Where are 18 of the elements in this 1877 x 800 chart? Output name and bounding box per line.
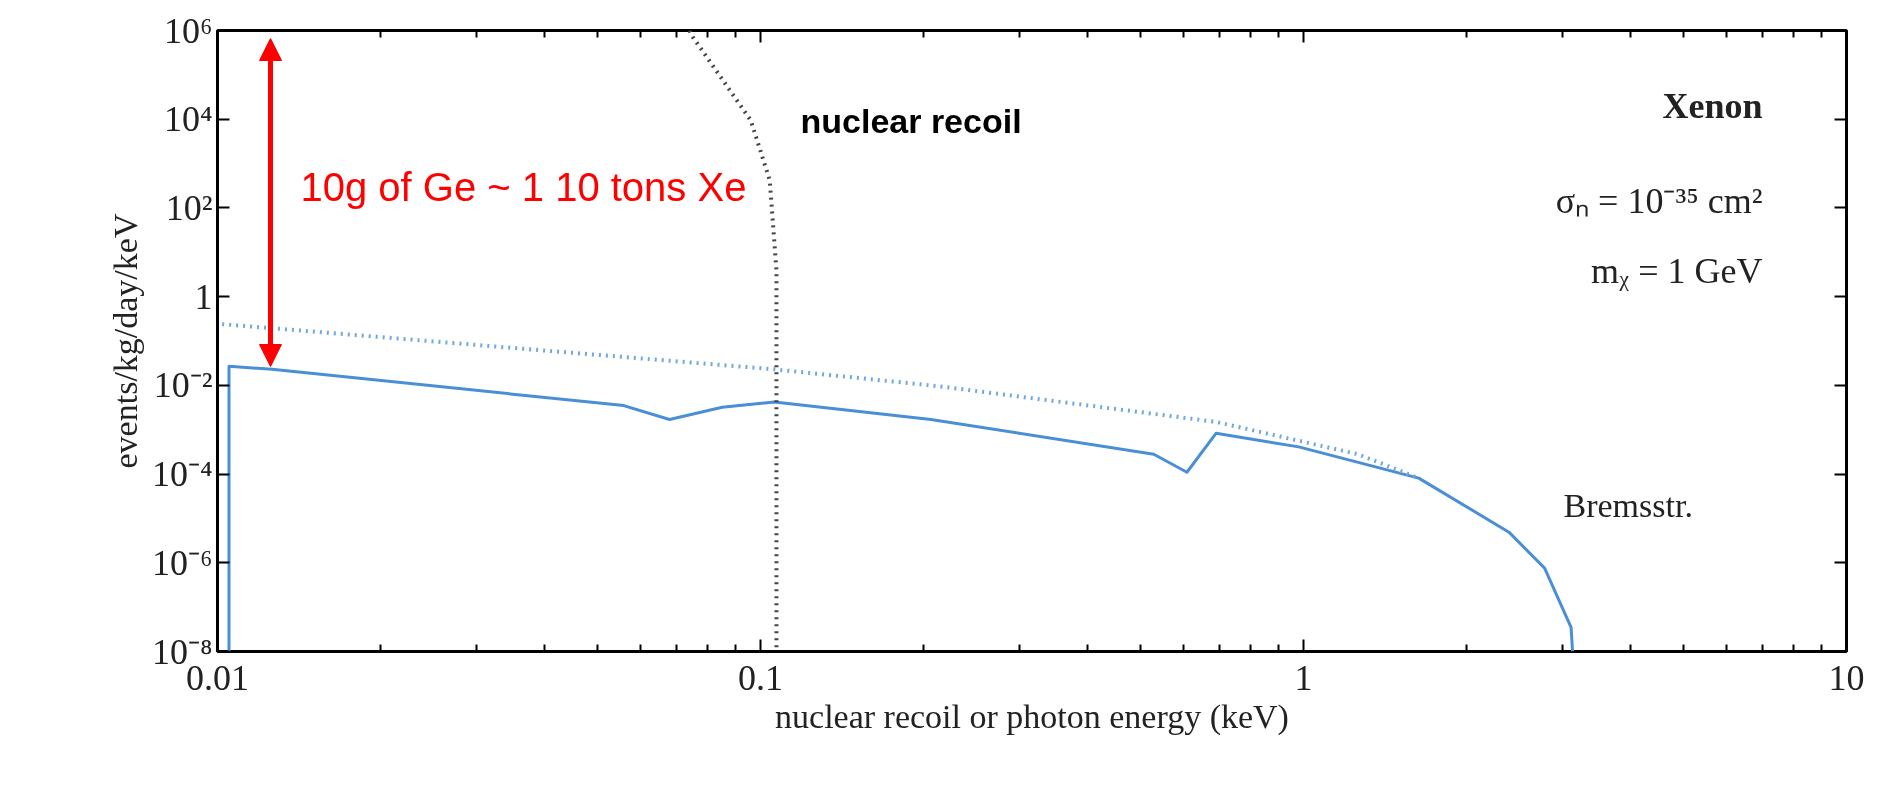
y-axis-title: events/kg/day/keV: [106, 213, 144, 469]
annotation: mᵪ = 1 GeV: [1591, 250, 1763, 291]
y-tick-label: 10⁻²: [153, 365, 213, 406]
y-tick-label: 10²: [165, 187, 213, 228]
annotation: σₙ = 10⁻³⁵ cm²: [1555, 180, 1763, 221]
annotation: Bremsstr.: [1563, 487, 1693, 524]
annotation: nuclear recoil: [800, 101, 1022, 140]
y-tick-label: 10⁴: [163, 99, 213, 140]
y-tick-label: 10⁻⁶: [151, 542, 213, 583]
annotation: 10g of Ge ~ 1 10 tons Xe: [300, 164, 747, 209]
x-axis-title: nuclear recoil or photon energy (keV): [775, 697, 1289, 736]
annotation: Xenon: [1662, 85, 1763, 126]
x-tick-label: 0.1: [738, 657, 783, 698]
x-tick-label: 1: [1294, 657, 1313, 698]
y-tick-label: 10⁻⁴: [151, 454, 213, 495]
y-tick-label: 10⁶: [163, 10, 213, 51]
y-tick-label: 1: [194, 276, 213, 317]
x-tick-label: 10: [1828, 657, 1865, 698]
